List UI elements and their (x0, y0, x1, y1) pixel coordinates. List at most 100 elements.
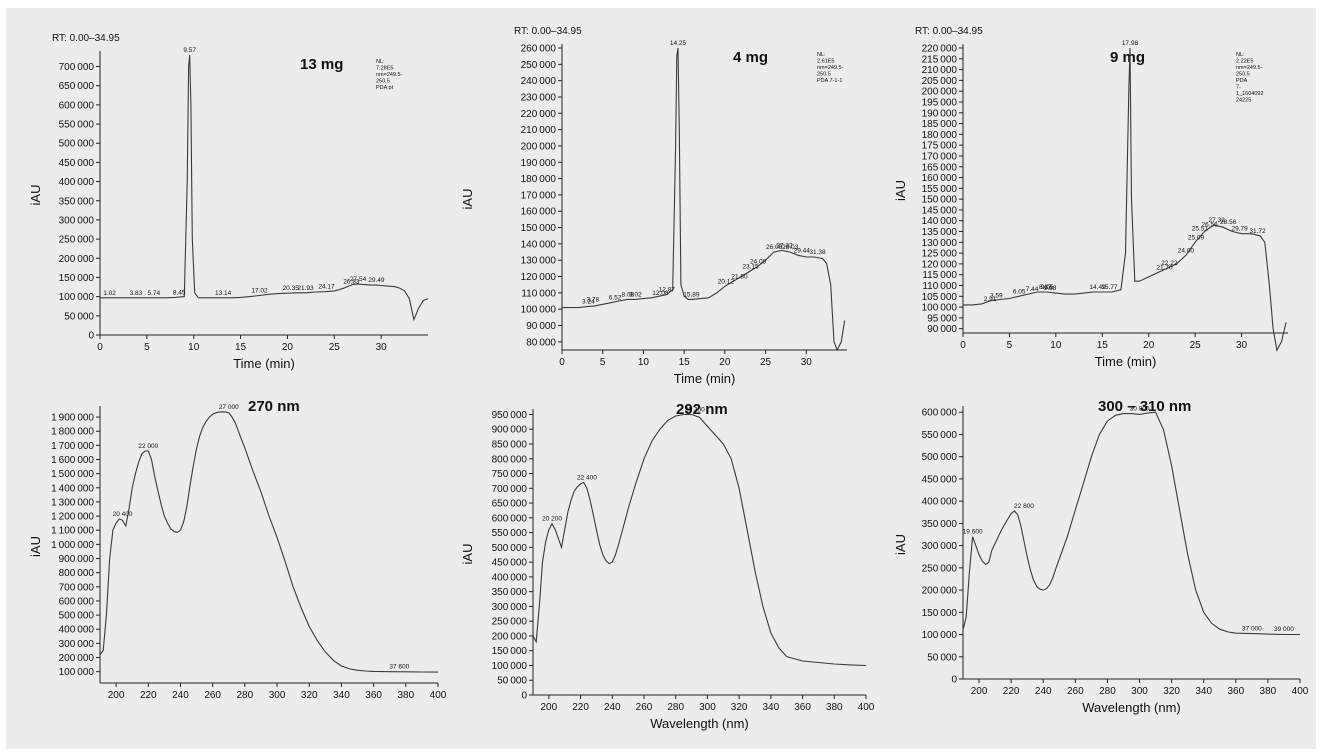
y-tick-label: 115 000 (922, 270, 957, 281)
x-axis-title: Wavelength (nm) (1082, 700, 1181, 715)
x-tick-label: 10 (1050, 340, 1062, 351)
x-tick-label: 340 (333, 690, 350, 701)
x-tick-label: 20 (1143, 340, 1155, 351)
x-axis-title: Wavelength (nm) (650, 716, 749, 731)
y-tick-label: 220 000 (922, 44, 958, 55)
y-tick-label: 650 000 (492, 499, 528, 510)
data-label: 3.59 (990, 293, 1003, 300)
y-tick-label: 1 000 000 (51, 540, 94, 551)
data-label: 20 400 (113, 511, 133, 518)
data-label: 17.98 (1122, 40, 1139, 47)
data-label: 31.72 (1249, 228, 1266, 235)
y-tick-label: 220 000 (521, 109, 557, 120)
x-tick-label: 240 (172, 690, 189, 701)
y-axis-title: iAU (893, 534, 908, 555)
x-tick-label: 200 (971, 686, 988, 697)
y-tick-label: 200 000 (922, 586, 958, 597)
y-tick-label: 300 000 (492, 602, 528, 613)
y-tick-label: 400 000 (59, 177, 95, 188)
x-axis-title: Time (min) (674, 371, 736, 386)
x-tick-label: 400 (858, 702, 875, 713)
info-line: NL: (1236, 52, 1245, 58)
x-tick-label: 360 (365, 690, 382, 701)
x-tick-label: 320 (731, 702, 748, 713)
panel-label: 292 nm (676, 401, 728, 418)
data-label: 6.52 (609, 295, 622, 302)
info-line: 2.61E5 (817, 59, 834, 65)
data-label: 24.17 (318, 284, 335, 291)
data-label: 20.12 (718, 278, 735, 285)
data-line (99, 411, 439, 673)
y-tick-label: 180 000 (521, 174, 557, 185)
x-tick-label: 220 (140, 690, 157, 701)
data-label: 14.49 (1089, 284, 1106, 291)
y-tick-label: 1 100 000 (51, 526, 94, 537)
info-line: PDA pt (376, 85, 394, 91)
y-tick-label: 900 000 (492, 425, 528, 436)
chart-panel-bottom-middle: 0 50 000 100 000 150 000 200 000 250 000 300 0… (460, 401, 875, 731)
y-tick-label: 550 000 (922, 430, 958, 441)
y-tick-label: 100 000 (922, 630, 958, 641)
y-tick-label: 120 000 (521, 272, 557, 283)
x-tick-label: 400 (1292, 686, 1309, 697)
x-axis-title: Time (min) (1095, 354, 1157, 369)
y-tick-label: 600 000 (492, 513, 528, 524)
y-tick-label: 155 000 (922, 184, 958, 195)
y-tick-label: 150 000 (59, 273, 95, 284)
data-label: 8.45 (173, 289, 186, 296)
data-label: 22 000 (138, 443, 158, 450)
data-label: 21.93 (297, 285, 314, 292)
y-tick-label: 450 000 (492, 558, 528, 569)
data-label: 25.09 (1188, 234, 1205, 241)
info-line: NL: (817, 52, 826, 58)
y-tick-label: 120 000 (922, 259, 958, 270)
y-tick-label: 95 000 (927, 313, 957, 324)
x-tick-label: 10 (638, 357, 650, 368)
y-tick-label: 135 000 (922, 227, 958, 238)
data-label: 3.24 (582, 299, 595, 306)
x-tick-label: 25 (1190, 340, 1202, 351)
x-axis-title: Time (min) (233, 356, 295, 371)
y-tick-label: 250 000 (521, 60, 557, 71)
y-tick-label: 350 000 (492, 587, 528, 598)
y-tick-label: 90 000 (526, 321, 556, 332)
y-tick-label: 1 600 000 (51, 455, 94, 466)
y-tick-label: 50 000 (64, 311, 94, 322)
y-tick-label: 140 000 (521, 239, 557, 250)
y-tick-label: 170 000 (521, 190, 557, 201)
data-label: 22.22 (1161, 260, 1178, 267)
x-tick-label: 30 (801, 357, 813, 368)
y-tick-label: 150 000 (922, 195, 958, 206)
data-label: 29.79 (1231, 226, 1248, 233)
y-tick-label: 50 000 (497, 676, 527, 687)
y-tick-label: 500 000 (59, 139, 95, 150)
info-line: 2.22E5 (1236, 59, 1253, 65)
info-line: nm=249.5- (817, 65, 844, 71)
info-line: 250.5 (376, 79, 390, 85)
data-label: 13.14 (215, 290, 232, 297)
data-label: 28.56 (1220, 219, 1237, 226)
x-tick-label: 300 (699, 702, 716, 713)
info-line: 7.28E5 (376, 66, 393, 72)
data-line (532, 413, 867, 667)
y-tick-label: 100 000 (492, 661, 528, 672)
panel-label: 270 nm (248, 398, 300, 415)
y-tick-label: 950 000 (492, 410, 528, 421)
y-tick-label: 0 (521, 691, 527, 702)
x-tick-label: 200 (541, 702, 558, 713)
info-line: 7- (1236, 85, 1241, 91)
chart-panel-top-middle: 80 000 90 000 100 000 110 000 120 000 130 000… (460, 26, 847, 386)
range-label: RT: 0.00–34.95 (52, 33, 120, 44)
y-tick-label: 200 000 (59, 254, 95, 265)
y-tick-label: 400 000 (59, 625, 95, 636)
info-line: 250.5 (817, 72, 831, 78)
x-tick-label: 200 (108, 690, 125, 701)
data-label: 5.74 (147, 290, 160, 297)
y-tick-label: 50 000 (927, 652, 957, 663)
x-tick-label: 360 (794, 702, 811, 713)
y-tick-label: 100 000 (59, 667, 95, 678)
data-label: 9.02 (629, 291, 642, 298)
data-label: 29 200 (685, 406, 705, 413)
